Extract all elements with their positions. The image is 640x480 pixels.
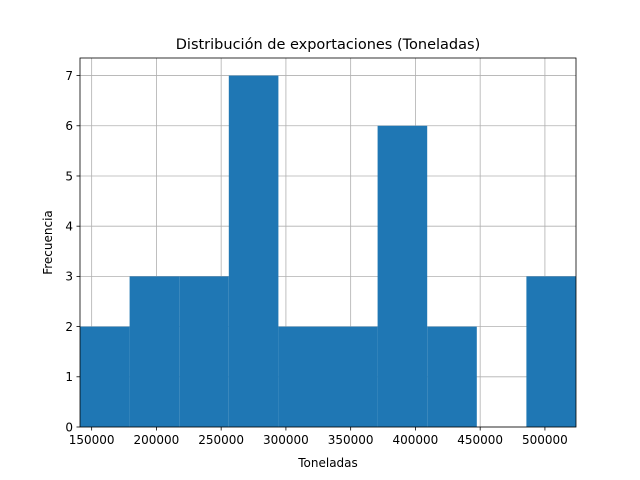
x-tick-label: 400000	[393, 433, 439, 447]
histogram-bar-3	[228, 75, 279, 428]
y-tick-label: 7	[65, 69, 73, 83]
histogram-bar-2	[179, 276, 229, 427]
x-tick-label: 300000	[263, 433, 309, 447]
histogram-bar-7	[427, 326, 477, 427]
y-tick-label: 3	[65, 270, 73, 284]
histogram-bar-0	[80, 326, 130, 427]
y-tick-label: 4	[65, 219, 73, 233]
histogram-bar-5	[328, 326, 378, 427]
histogram-bar-1	[129, 276, 180, 427]
x-axis-label: Toneladas	[297, 456, 358, 470]
x-axis-ticks: 150000 200000 250000 300000 350000 400000 4500…	[69, 427, 568, 447]
histogram-bar-4	[278, 326, 328, 427]
y-axis-ticks: 0 1 2 3 4 5 6 7	[65, 69, 80, 434]
chart-title: Distribución de exportaciones (Toneladas…	[176, 37, 480, 53]
y-tick-label: 1	[65, 370, 73, 384]
plot-frame	[79, 57, 577, 428]
x-tick-label: 250000	[198, 433, 244, 447]
x-tick-label: 450000	[457, 433, 503, 447]
y-tick-label: 5	[65, 169, 73, 183]
x-tick-label: 500000	[522, 433, 568, 447]
x-tick-label: 150000	[69, 433, 115, 447]
y-tick-label: 2	[65, 320, 73, 334]
histogram-bars	[80, 75, 576, 428]
y-tick-label: 6	[65, 119, 73, 133]
y-tick-label: 0	[65, 420, 73, 434]
x-tick-label: 200000	[134, 433, 180, 447]
y-axis-label: Frecuencia	[41, 210, 55, 275]
x-tick-label: 350000	[328, 433, 374, 447]
histogram-bar-9	[526, 276, 576, 427]
histogram-bar-6	[377, 125, 428, 427]
